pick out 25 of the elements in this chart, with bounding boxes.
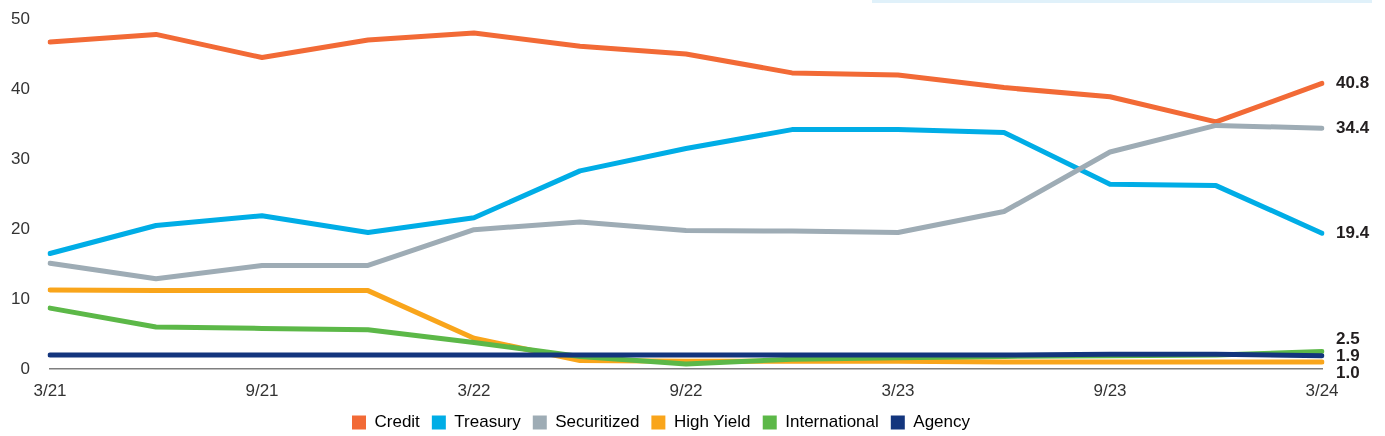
- y-tick-label: 50: [11, 8, 30, 28]
- data-label: 2.5: [1336, 329, 1360, 349]
- legend-label: International: [785, 412, 879, 432]
- x-tick-label: 3/21: [33, 380, 67, 400]
- y-tick-label: 40: [11, 78, 30, 98]
- x-tick-label: 3/24: [1305, 380, 1339, 400]
- data-label: 40.8: [1336, 73, 1370, 93]
- legend-label: High Yield: [673, 412, 751, 432]
- y-tick-label: 0: [20, 358, 30, 378]
- legend-label: Securitized: [555, 412, 640, 432]
- legend-label: Agency: [913, 412, 971, 432]
- data-label: 34.4: [1336, 117, 1370, 137]
- x-tick-label: 3/22: [457, 380, 491, 400]
- x-tick-label: 3/23: [881, 380, 915, 400]
- x-tick-label: 9/21: [245, 380, 279, 400]
- legend-label: Treasury: [454, 412, 522, 432]
- x-tick-label: 9/23: [1093, 380, 1127, 400]
- x-tick-label: 9/22: [669, 380, 703, 400]
- legend-label: Credit: [374, 412, 421, 432]
- data-label: 1.0: [1336, 363, 1360, 383]
- y-tick-label: 20: [11, 218, 30, 238]
- data-label: 19.4: [1336, 222, 1370, 242]
- data-label: 1.9: [1336, 346, 1360, 366]
- y-tick-label: 30: [11, 148, 30, 168]
- y-tick-label: 10: [11, 288, 30, 308]
